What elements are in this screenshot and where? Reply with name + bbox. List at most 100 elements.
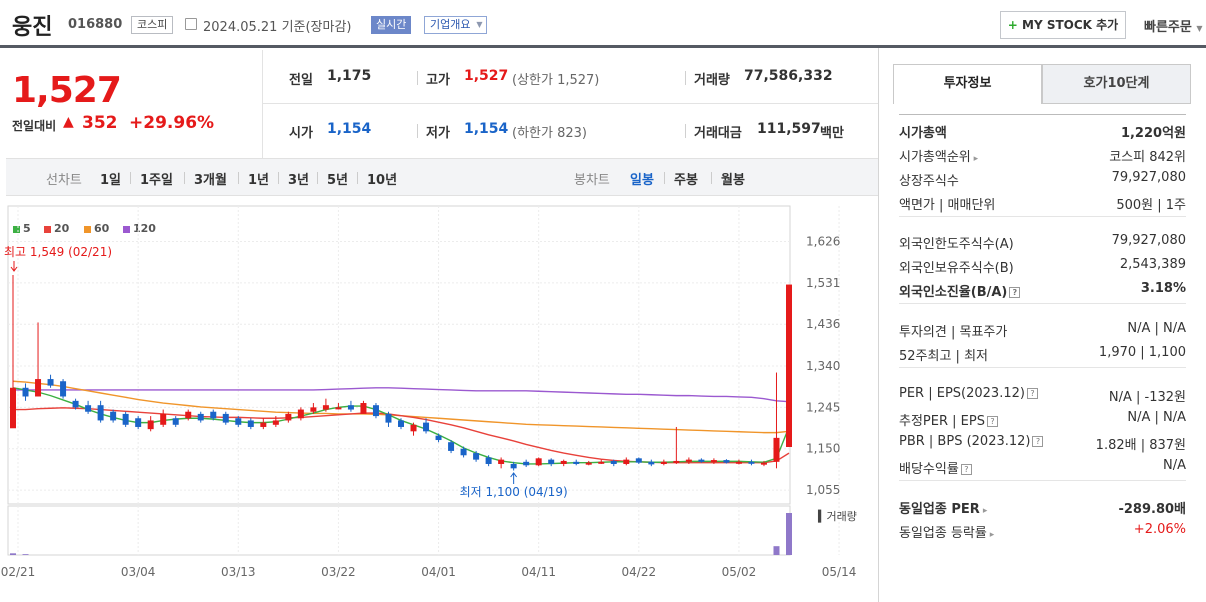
change-percent: +29.96% xyxy=(129,113,215,133)
tab-investment-info[interactable]: 투자정보 xyxy=(893,64,1042,104)
x-tick-label: 03/13 xyxy=(221,565,256,579)
low-annotation: 최저 1,100 (04/19) xyxy=(460,485,568,499)
divider xyxy=(685,71,686,85)
help-icon[interactable]: ? xyxy=(1009,287,1021,298)
investment-info-panel: 투자정보 호가10단계 시가총액 1,220억원 시가총액순위 ▸ 코스피 842위 상… xyxy=(878,48,1206,602)
info-key: 외국인소진율(B/A)? xyxy=(899,281,1021,300)
candle-body xyxy=(635,458,642,463)
candle-body xyxy=(210,411,217,419)
candle-daily[interactable]: 일봉 xyxy=(630,173,654,188)
candle-body xyxy=(122,413,129,425)
divider xyxy=(357,172,358,184)
y-tick-label: 1,055 xyxy=(806,483,840,497)
candle-body xyxy=(623,459,630,464)
info-row[interactable]: 시가총액순위 ▸ 코스피 842위 xyxy=(899,146,1186,166)
candle-body xyxy=(260,422,267,427)
down-arrow-icon xyxy=(10,261,18,272)
candle-body xyxy=(10,387,16,429)
info-key: PER | EPS(2023.12)? xyxy=(899,386,1038,401)
calendar-icon xyxy=(185,18,197,30)
divider xyxy=(417,71,418,85)
candle-weekly[interactable]: 주봉 xyxy=(674,173,698,188)
candle-body xyxy=(460,448,467,456)
candle-chart-label: 봉차트 xyxy=(574,173,610,188)
price-chart[interactable]: ▍거래량 1,626 1,531 1,436 1,340 1,245 1,150 1,055… xyxy=(0,196,878,602)
info-value: 코스피 842위 xyxy=(1109,150,1186,165)
period-3y[interactable]: 3년 xyxy=(288,173,310,188)
stock-header: 웅진 016880 코스피 2024.05.21 기준(장마감) 실시간 기업개… xyxy=(0,0,1206,46)
chevron-right-icon: ▸ xyxy=(970,154,979,164)
open-label: 시가 xyxy=(289,126,313,141)
candle-body xyxy=(347,405,354,410)
info-value: N/A | N/A xyxy=(1127,410,1186,425)
quick-order-link[interactable]: 빠른주문 ▼ xyxy=(1144,16,1203,35)
volume-bar xyxy=(786,513,792,555)
prev-value: 1,175 xyxy=(327,68,372,84)
help-icon[interactable]: ? xyxy=(986,416,998,427)
info-value: 1,220억원 xyxy=(1120,126,1186,141)
candle-body xyxy=(385,413,392,423)
period-5y[interactable]: 5년 xyxy=(327,173,349,188)
mystock-add-button[interactable]: + MY STOCK 추가 xyxy=(1000,11,1126,39)
info-value: N/A xyxy=(1163,458,1186,473)
low-value: 1,154 xyxy=(464,121,509,137)
y-tick-label: 1,150 xyxy=(806,442,840,456)
legend-ma5: 5 xyxy=(13,222,31,235)
info-row: 외국인한도주식수(A) 79,927,080 xyxy=(899,233,1186,253)
candle-body xyxy=(22,387,29,397)
change-label: 전일대비 xyxy=(12,119,57,133)
divider xyxy=(278,172,279,184)
y-tick-label: 1,626 xyxy=(806,234,840,248)
candle-body xyxy=(372,405,379,417)
help-icon[interactable]: ? xyxy=(1026,388,1038,399)
candles xyxy=(10,274,792,471)
info-row[interactable]: 동일업종 PER ▸ -289.80배 xyxy=(899,498,1186,518)
candle-body xyxy=(698,459,705,462)
stock-code: 016880 xyxy=(68,17,123,32)
mystock-label: MY STOCK 추가 xyxy=(1022,18,1119,32)
stats-row-1: 전일 1,175 고가 1,527 (상한가 1,527) 거래량 77,586… xyxy=(263,50,879,104)
period-1d[interactable]: 1일 xyxy=(100,173,122,188)
info-value: +2.06% xyxy=(1133,522,1186,537)
info-row: 52주최고 | 최저 1,970 | 1,100 xyxy=(899,345,1186,365)
volume-bar xyxy=(773,546,780,555)
divider xyxy=(130,172,131,184)
candle-body xyxy=(222,413,229,423)
price-stats: 전일 1,175 고가 1,527 (상한가 1,527) 거래량 77,586… xyxy=(262,50,879,158)
header-divider xyxy=(0,45,1206,48)
candle-body xyxy=(560,460,567,464)
period-3m[interactable]: 3개월 xyxy=(194,173,227,188)
y-tick-label: 1,436 xyxy=(806,317,840,331)
candle-body xyxy=(435,435,442,441)
info-value: 1.82배 | 837원 xyxy=(1095,438,1186,453)
period-1y[interactable]: 1년 xyxy=(248,173,270,188)
candle-body xyxy=(160,413,167,425)
candle-body xyxy=(660,461,667,464)
amount-value: 111,597 xyxy=(757,121,821,137)
info-key: 동일업종 PER ▸ xyxy=(899,502,988,517)
info-key: 동일업종 등락률 ▸ xyxy=(899,526,995,541)
low-label: 저가 xyxy=(426,126,450,141)
period-1w[interactable]: 1주일 xyxy=(140,173,173,188)
current-price: 1,527 xyxy=(12,70,122,111)
candle-monthly[interactable]: 월봉 xyxy=(721,173,745,188)
divider xyxy=(899,367,1186,368)
company-info-button[interactable]: 기업개요 ▼ xyxy=(424,16,488,34)
x-tick-label: 04/11 xyxy=(521,565,556,579)
info-key: 시가총액순위 ▸ xyxy=(899,150,979,165)
amount-label: 거래대금 xyxy=(694,126,742,141)
candle-body xyxy=(360,403,367,414)
info-key: 52주최고 | 최저 xyxy=(899,349,988,364)
high-value: 1,527 xyxy=(464,68,509,84)
info-row[interactable]: 동일업종 등락률 ▸ +2.06% xyxy=(899,522,1186,542)
realtime-button[interactable]: 실시간 xyxy=(371,16,412,34)
low-note: (하한가 823) xyxy=(512,126,587,141)
help-icon[interactable]: ? xyxy=(960,464,972,475)
help-icon[interactable]: ? xyxy=(1032,436,1044,447)
info-row: 외국인보유주식수(B) 2,543,389 xyxy=(899,257,1186,277)
x-tick-label: 03/22 xyxy=(321,565,356,579)
tab-orderbook[interactable]: 호가10단계 xyxy=(1042,64,1191,104)
period-10y[interactable]: 10년 xyxy=(367,173,398,188)
legend-label: 120 xyxy=(133,222,156,235)
candle-body xyxy=(648,461,655,465)
